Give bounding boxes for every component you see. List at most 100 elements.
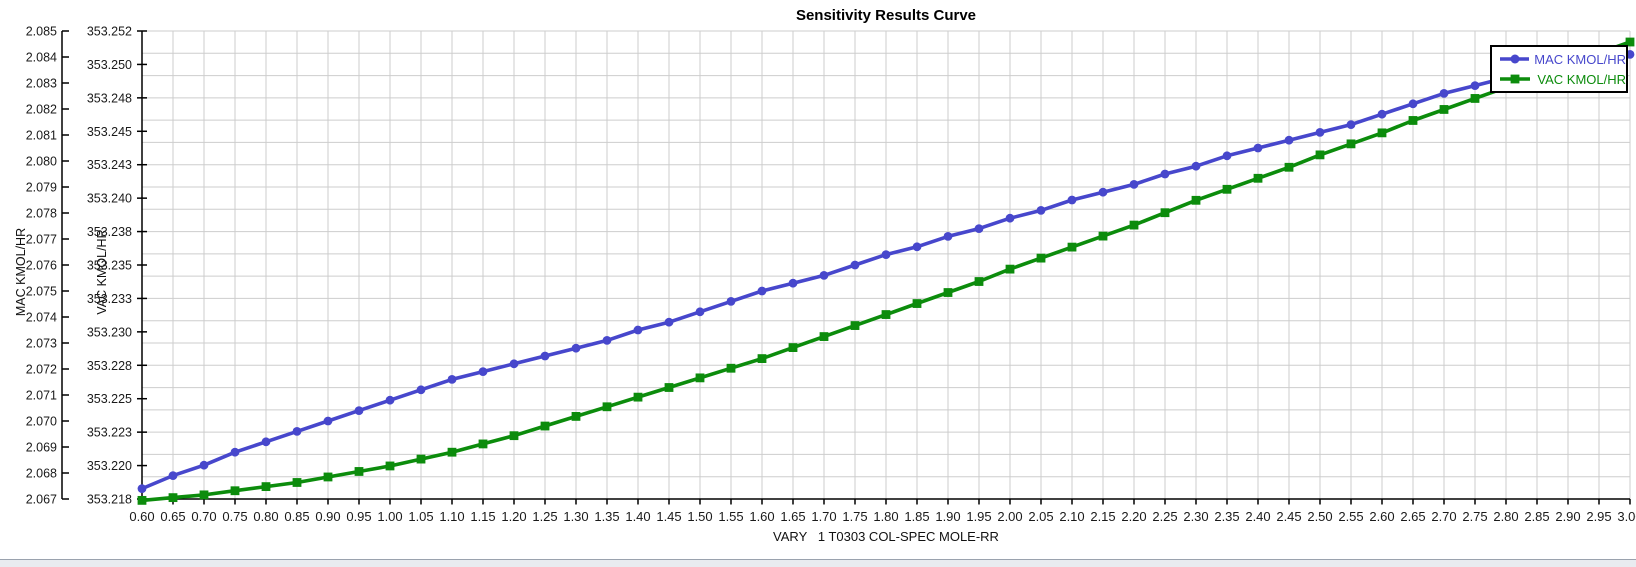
series-vac-marker[interactable] — [1625, 37, 1635, 47]
series-vac-marker[interactable] — [1284, 162, 1294, 172]
series-mac-marker[interactable] — [757, 286, 767, 296]
series-vac-marker[interactable] — [261, 482, 271, 492]
series-vac-marker[interactable] — [230, 486, 240, 496]
series-vac-marker[interactable] — [199, 490, 209, 500]
series-vac-marker[interactable] — [447, 447, 457, 457]
series-mac-marker[interactable] — [1098, 187, 1108, 197]
legend[interactable]: MAC KMOL/HR VAC KMOL/HR — [1490, 45, 1628, 93]
series-vac-marker[interactable] — [1098, 231, 1108, 241]
series-mac-marker[interactable] — [1129, 180, 1139, 189]
series-vac-marker[interactable] — [881, 310, 891, 319]
series-mac-marker[interactable] — [788, 278, 798, 288]
series-vac-marker[interactable] — [540, 421, 550, 431]
series-mac-marker[interactable] — [850, 260, 860, 270]
series-mac-marker[interactable] — [1346, 120, 1356, 129]
series-vac-marker[interactable] — [850, 321, 860, 330]
series-mac-marker[interactable] — [478, 367, 488, 376]
series-vac-marker[interactable] — [323, 472, 333, 482]
series-mac-marker[interactable] — [1408, 99, 1418, 109]
series-mac-marker[interactable] — [943, 232, 953, 241]
series-vac-marker[interactable] — [478, 439, 488, 449]
series-vac-marker[interactable] — [137, 495, 147, 505]
series-mac-marker[interactable] — [1253, 143, 1263, 153]
vac-tick-label: 353.225 — [87, 392, 132, 406]
series-mac-marker[interactable] — [1005, 213, 1015, 223]
series-vac-marker[interactable] — [1377, 128, 1387, 138]
series-vac-marker[interactable] — [974, 277, 984, 286]
series-mac-marker[interactable] — [292, 427, 302, 436]
legend-square-glyph — [1510, 74, 1520, 84]
series-mac-marker[interactable] — [819, 271, 829, 280]
series-vac-marker[interactable] — [1253, 173, 1263, 183]
series-vac-marker[interactable] — [354, 467, 364, 476]
series-vac-marker[interactable] — [416, 454, 426, 464]
series-mac-marker[interactable] — [912, 242, 922, 252]
series-mac-marker[interactable] — [1315, 127, 1325, 137]
mac-tick-label: 2.068 — [26, 467, 57, 481]
series-vac-marker[interactable] — [1470, 94, 1480, 103]
series-mac-marker[interactable] — [1377, 109, 1387, 119]
series-mac-marker[interactable] — [1439, 89, 1449, 98]
series-mac-marker[interactable] — [261, 437, 271, 447]
series-mac-marker[interactable] — [881, 250, 891, 259]
series-mac-marker[interactable] — [1284, 135, 1294, 145]
mac-tick-label: 2.070 — [26, 415, 57, 429]
x-tick-label: 2.70 — [1431, 509, 1456, 524]
series-mac-marker[interactable] — [354, 406, 364, 415]
x-tick-label: 0.85 — [284, 509, 309, 524]
series-mac-marker[interactable] — [695, 307, 705, 317]
series-vac-marker[interactable] — [1160, 208, 1170, 218]
series-vac-marker[interactable] — [1439, 105, 1449, 114]
series-mac-marker[interactable] — [416, 385, 426, 395]
series-mac-marker[interactable] — [1036, 206, 1046, 215]
series-mac-marker[interactable] — [664, 317, 674, 327]
series-mac-marker[interactable] — [602, 336, 612, 345]
series-vac-marker[interactable] — [757, 354, 767, 363]
series-vac-marker[interactable] — [509, 431, 519, 441]
window-footer-strip — [0, 559, 1636, 567]
series-vac-marker[interactable] — [1005, 264, 1015, 274]
series-mac-marker[interactable] — [385, 395, 395, 405]
series-mac-marker[interactable] — [509, 359, 519, 369]
series-mac-marker[interactable] — [540, 351, 550, 361]
series-mac-marker[interactable] — [323, 416, 333, 426]
series-vac-marker[interactable] — [633, 392, 643, 402]
series-vac-marker[interactable] — [726, 363, 736, 373]
series-vac-marker[interactable] — [695, 373, 705, 383]
series-mac-marker[interactable] — [1160, 169, 1170, 179]
series-mac-marker[interactable] — [447, 375, 457, 384]
series-vac-marker[interactable] — [912, 299, 922, 308]
series-mac-marker[interactable] — [571, 343, 581, 353]
series-vac-marker[interactable] — [664, 383, 674, 392]
series-vac-marker[interactable] — [1408, 116, 1418, 125]
series-vac-marker[interactable] — [571, 412, 581, 421]
x-tick-label: 1.30 — [563, 509, 588, 524]
series-vac-marker[interactable] — [819, 332, 829, 341]
series-vac-marker[interactable] — [168, 493, 178, 503]
x-tick-label: 1.50 — [687, 509, 712, 524]
series-vac-marker[interactable] — [1036, 253, 1046, 263]
series-mac-marker[interactable] — [168, 471, 178, 480]
series-mac-marker[interactable] — [1470, 81, 1480, 90]
series-vac-marker[interactable] — [1346, 139, 1356, 149]
series-mac-marker[interactable] — [199, 460, 209, 470]
series-mac-marker[interactable] — [230, 447, 240, 457]
series-mac-marker[interactable] — [1222, 151, 1232, 161]
series-mac-marker[interactable] — [726, 297, 736, 306]
series-vac-marker[interactable] — [292, 478, 302, 487]
series-mac-marker[interactable] — [633, 325, 643, 335]
series-mac-marker[interactable] — [1191, 161, 1201, 171]
series-vac-marker[interactable] — [943, 288, 953, 297]
series-mac-marker[interactable] — [1067, 195, 1077, 205]
series-vac-marker[interactable] — [1222, 184, 1232, 194]
series-vac-marker[interactable] — [385, 461, 395, 471]
series-vac-marker[interactable] — [1191, 195, 1201, 205]
series-vac-marker[interactable] — [1315, 150, 1325, 160]
series-mac-marker[interactable] — [137, 484, 147, 493]
series-vac-marker[interactable] — [1067, 242, 1077, 252]
series-mac-marker[interactable] — [974, 224, 984, 234]
series-vac-marker[interactable] — [788, 343, 798, 352]
series-vac-marker[interactable] — [1129, 220, 1139, 230]
series-vac-marker[interactable] — [602, 402, 612, 412]
